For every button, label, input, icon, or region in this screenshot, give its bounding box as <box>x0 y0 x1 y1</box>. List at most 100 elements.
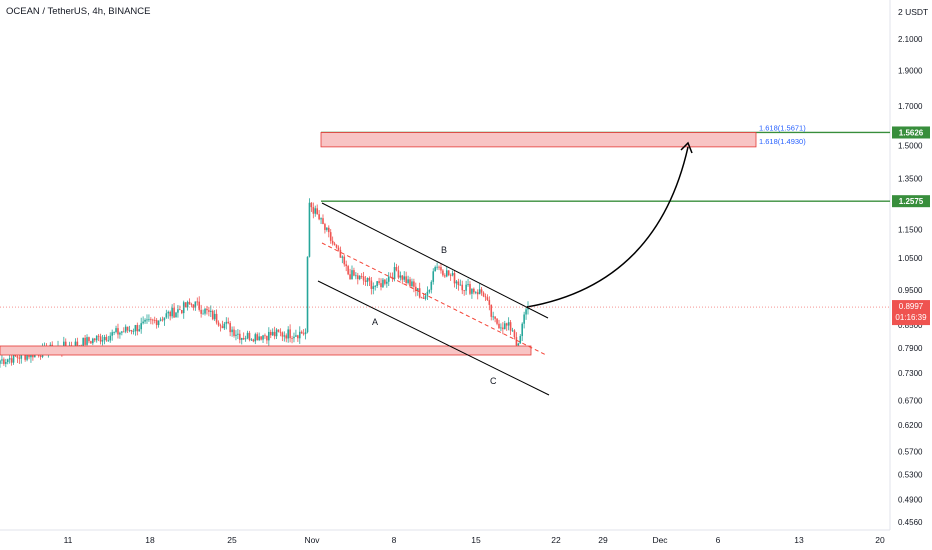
candle-body <box>386 281 388 284</box>
candle-body <box>312 207 315 214</box>
candle <box>196 297 199 306</box>
symbol-title: OCEAN / TetherUS, 4h, BINANCE <box>6 6 151 17</box>
candle-body <box>343 256 346 265</box>
candle-body <box>403 276 406 280</box>
candle <box>223 321 226 330</box>
candle-body <box>242 338 245 340</box>
candle <box>445 266 448 278</box>
candle <box>171 304 173 319</box>
candle-body <box>252 339 255 342</box>
candle <box>289 324 291 343</box>
candle-body <box>397 270 400 278</box>
candle-body <box>370 280 373 289</box>
candle-body <box>140 323 142 330</box>
candle-body <box>115 328 117 333</box>
candle <box>182 300 185 319</box>
candle <box>523 311 525 329</box>
candle-body <box>399 275 402 278</box>
candle-body <box>254 334 257 342</box>
candle-body <box>95 335 98 341</box>
candle-body <box>482 292 485 297</box>
candle-body <box>424 295 427 299</box>
candle-body <box>366 277 369 282</box>
candle-body <box>389 276 392 278</box>
candle-body <box>517 343 520 346</box>
support-zone <box>0 345 532 356</box>
candle <box>413 278 415 293</box>
wave-label-c: C <box>490 376 497 386</box>
candle-body <box>503 323 506 330</box>
time-tick-label: Dec <box>652 535 668 545</box>
candle <box>341 255 344 264</box>
candle <box>130 329 133 335</box>
candle-body <box>358 275 361 280</box>
candle-body <box>240 338 243 340</box>
candle <box>384 278 386 286</box>
candle <box>415 282 417 297</box>
candle <box>488 296 491 311</box>
candle <box>324 222 326 234</box>
candle <box>382 278 384 289</box>
candle-body <box>329 232 332 241</box>
current-price-label: 0.8997 <box>899 302 924 311</box>
candle-body <box>490 304 493 317</box>
candle <box>471 288 473 299</box>
candle-body <box>244 338 247 340</box>
candle <box>111 329 113 341</box>
price-tick-label: 0.6700 <box>898 396 923 405</box>
candle <box>451 270 454 277</box>
candle <box>507 317 510 331</box>
candle <box>326 227 328 232</box>
candle <box>119 331 121 339</box>
wave-label-a: A <box>372 317 378 327</box>
candle <box>444 273 446 278</box>
candle <box>0 359 1 368</box>
candle <box>88 336 90 344</box>
candle-body <box>353 270 355 276</box>
candle-body <box>39 355 42 357</box>
candle <box>498 319 500 329</box>
candle <box>438 265 440 271</box>
candle-body <box>407 279 409 284</box>
candle <box>513 329 516 340</box>
candle <box>121 330 123 336</box>
candle-body <box>269 331 272 336</box>
time-tick-label: 22 <box>551 535 561 545</box>
candle <box>306 256 309 334</box>
candle <box>351 265 353 280</box>
candle <box>215 309 218 325</box>
candle <box>335 244 338 249</box>
candle <box>250 338 253 341</box>
candle <box>124 324 127 334</box>
candle-body <box>235 334 237 336</box>
candle-body <box>136 325 139 332</box>
candle-body <box>18 357 21 359</box>
candle <box>202 309 204 315</box>
fib-label-lower: 1.618(1.4930) <box>759 137 806 146</box>
level-price-badge <box>892 126 930 139</box>
candle-body <box>262 335 264 340</box>
candle-body <box>92 338 94 344</box>
candle-body <box>190 304 193 305</box>
candle <box>465 280 467 295</box>
candle-body <box>459 284 462 286</box>
candle-body <box>64 341 67 348</box>
candle <box>244 335 247 342</box>
candle-body <box>486 297 489 300</box>
candle-body <box>148 319 150 321</box>
candle-body <box>200 309 202 314</box>
candle <box>115 325 117 334</box>
candle-body <box>246 332 249 339</box>
candle <box>198 296 201 312</box>
candle-body <box>455 281 458 284</box>
candle <box>509 320 512 336</box>
time-tick-label: 29 <box>598 535 608 545</box>
candle-body <box>186 301 189 308</box>
candle <box>188 298 191 305</box>
candle-body <box>432 271 435 282</box>
candle-body <box>405 276 407 284</box>
candle-body <box>331 240 334 244</box>
candle <box>237 329 239 340</box>
